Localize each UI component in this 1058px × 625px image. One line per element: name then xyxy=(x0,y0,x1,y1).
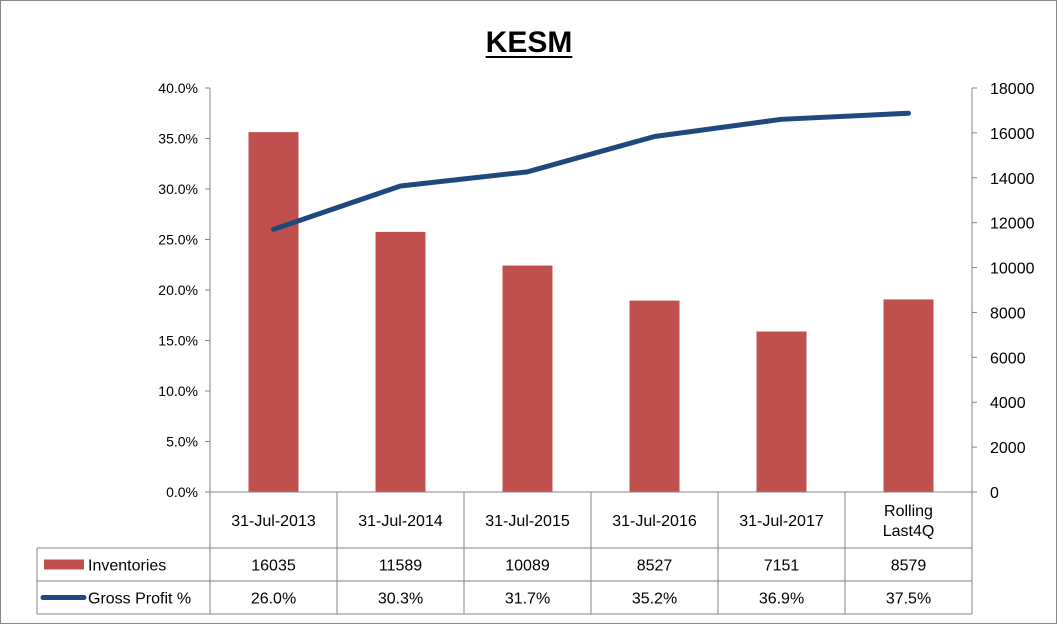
bar xyxy=(883,299,934,492)
inventories-value: 16035 xyxy=(251,558,296,575)
category-label: 31-Jul-2017 xyxy=(739,513,824,530)
category-label: Rolling xyxy=(884,503,933,520)
right-tick-label: 14000 xyxy=(990,171,1035,188)
right-tick-label: 12000 xyxy=(990,216,1035,233)
gross-profit-value: 26.0% xyxy=(251,591,296,608)
gross-profit-value: 35.2% xyxy=(632,591,677,608)
left-tick-label: 10.0% xyxy=(158,383,198,399)
category-label: 31-Jul-2014 xyxy=(358,513,443,530)
left-tick-label: 30.0% xyxy=(158,181,198,197)
axes-layer: 0.0% 5.0% 10.0% 15.0% 20.0% 25.0% 30.0% 35.0% 40… xyxy=(158,80,1034,502)
bar xyxy=(248,132,299,492)
right-tick-label: 8000 xyxy=(990,305,1026,322)
right-tick-label: 4000 xyxy=(990,395,1026,412)
category-label: 31-Jul-2016 xyxy=(612,513,697,530)
legend-key-inventories xyxy=(44,559,84,570)
legend-label-inventories: Inventories xyxy=(88,558,166,575)
left-tick-label: 0.0% xyxy=(166,484,198,500)
right-tick-label: 6000 xyxy=(990,350,1026,367)
right-tick-label: 0 xyxy=(990,485,999,502)
left-tick-label: 5.0% xyxy=(166,434,198,450)
bar xyxy=(756,331,807,492)
inventories-value: 11589 xyxy=(379,558,422,575)
right-tick-label: 10000 xyxy=(990,261,1035,278)
inventories-value: 8579 xyxy=(891,558,927,575)
bars-layer xyxy=(248,132,934,492)
bar xyxy=(375,231,426,492)
gross-profit-value: 36.9% xyxy=(759,591,804,608)
left-tick-label: 25.0% xyxy=(158,232,198,248)
inventories-value: 8527 xyxy=(637,558,673,575)
line-layer xyxy=(271,110,911,232)
chart-title: KESM xyxy=(486,26,573,59)
category-label: Last4Q xyxy=(883,523,935,540)
left-tick-label: 15.0% xyxy=(158,333,198,349)
gross-profit-value: 31.7% xyxy=(505,591,550,608)
gross-profit-value: 37.5% xyxy=(886,591,931,608)
inventories-value: 7151 xyxy=(764,558,800,575)
legend-label-gross-profit: Gross Profit % xyxy=(88,591,191,608)
right-tick-label: 16000 xyxy=(990,126,1035,143)
gross-profit-value: 30.3% xyxy=(378,591,423,608)
category-label: 31-Jul-2013 xyxy=(231,513,316,530)
bar xyxy=(502,265,553,492)
gross-profit-line xyxy=(271,110,911,232)
data-table: 31-Jul-2013 31-Jul-2014 31-Jul-2015 31-Jul-… xyxy=(36,491,973,615)
category-label: 31-Jul-2015 xyxy=(485,513,570,530)
left-tick-label: 40.0% xyxy=(158,80,198,96)
right-tick-label: 2000 xyxy=(990,440,1026,457)
right-tick-label: 18000 xyxy=(990,81,1035,98)
inventories-value: 10089 xyxy=(505,558,550,575)
bar xyxy=(629,300,680,492)
left-tick-label: 35.0% xyxy=(158,131,198,147)
left-tick-label: 20.0% xyxy=(158,282,198,298)
